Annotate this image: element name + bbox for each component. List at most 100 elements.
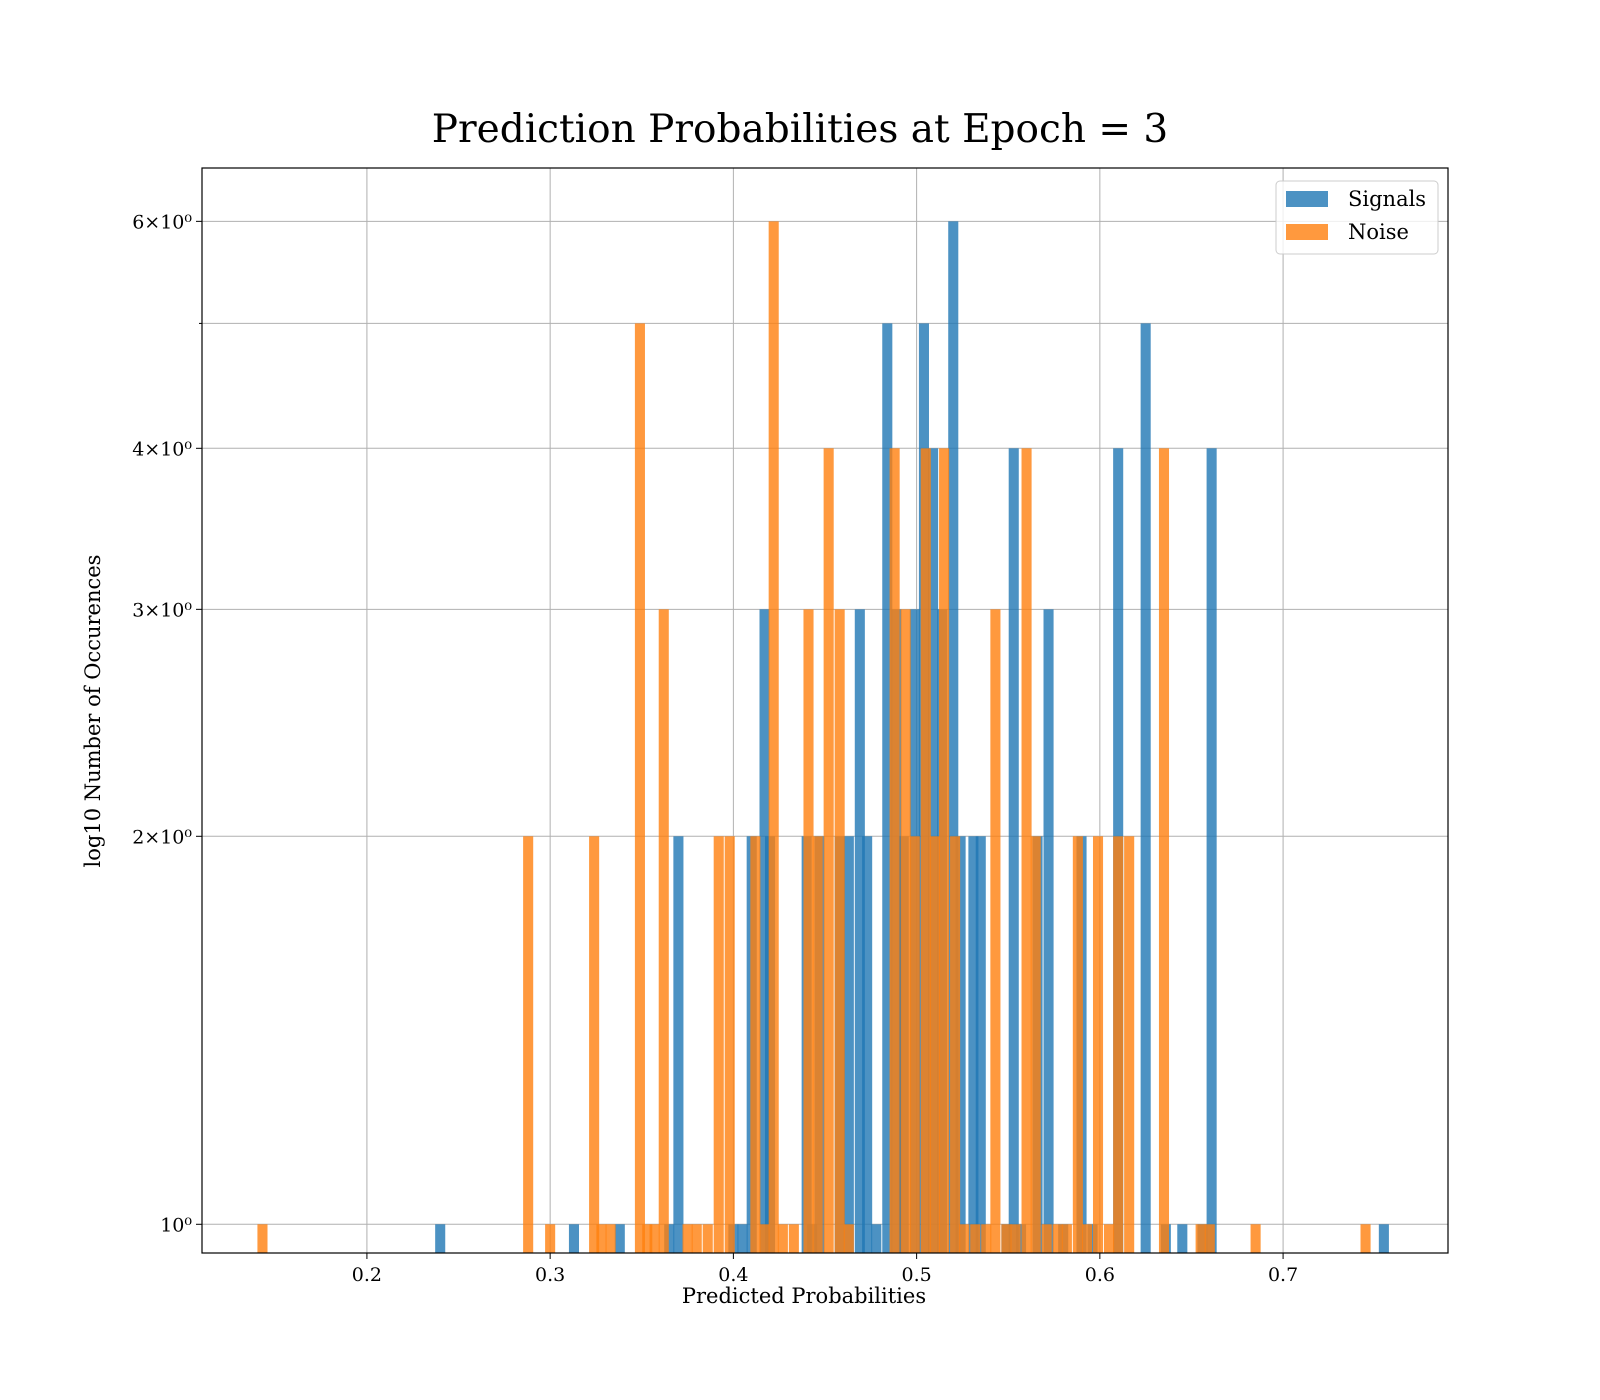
noise-bar xyxy=(1204,1224,1215,1253)
x-tick-label: 0.4 xyxy=(718,1264,748,1286)
signals-bar xyxy=(843,836,854,1253)
noise-bar xyxy=(929,836,940,1253)
x-tick-label: 0.2 xyxy=(352,1264,382,1286)
noise-bars xyxy=(257,221,1371,1254)
noise-bar xyxy=(257,1224,268,1253)
chart-title: Prediction Probabilities at Epoch = 3 xyxy=(432,107,1168,152)
noise-bar xyxy=(649,1224,660,1253)
noise-bar xyxy=(768,221,779,1253)
noise-bar xyxy=(1195,1224,1206,1253)
noise-bar xyxy=(658,609,669,1253)
signals-bar xyxy=(1008,448,1019,1253)
signals-bar xyxy=(568,1224,580,1253)
noise-bar xyxy=(970,1224,981,1253)
noise-bar xyxy=(1072,836,1083,1253)
x-tick-label: 0.5 xyxy=(902,1264,932,1286)
noise-bar xyxy=(1081,1224,1093,1253)
signals-bar xyxy=(1378,1224,1389,1253)
legend-label: Noise xyxy=(1348,220,1409,244)
signals-bar xyxy=(1087,1224,1098,1253)
y-tick-label: 6×10⁰ xyxy=(132,211,192,233)
y-tick-label: 3×10⁰ xyxy=(132,599,192,621)
y-axis-label: log10 Number of Occurences xyxy=(81,555,105,868)
noise-bar xyxy=(950,836,961,1253)
noise-bar xyxy=(981,1224,992,1253)
signals-bar xyxy=(1140,323,1151,1254)
noise-bar xyxy=(702,1224,713,1253)
y-tick-label: 4×10⁰ xyxy=(132,438,192,460)
noise-bar xyxy=(812,836,823,1253)
signals-bar xyxy=(664,1224,675,1253)
signals-bar xyxy=(862,836,873,1253)
signals-bar xyxy=(854,609,865,1253)
legend: Signals Noise xyxy=(1275,180,1439,255)
noise-bar xyxy=(920,448,931,1253)
legend-swatch xyxy=(1286,224,1328,240)
noise-bar xyxy=(900,609,911,1253)
signals-bar xyxy=(435,1224,446,1253)
noise-bar xyxy=(750,836,761,1253)
signals-bar xyxy=(948,221,959,1253)
signals-bar xyxy=(968,836,979,1253)
noise-bar xyxy=(589,836,600,1253)
signals-bar xyxy=(737,1224,748,1253)
noise-bar xyxy=(889,448,900,1253)
noise-bar xyxy=(682,1224,693,1253)
noise-bar xyxy=(1250,1224,1261,1253)
noise-bar xyxy=(1360,1224,1371,1253)
noise-bar xyxy=(803,609,814,1253)
noise-bar xyxy=(1124,836,1135,1253)
signals-bar xyxy=(614,1224,625,1253)
x-tick-label: 0.6 xyxy=(1085,1264,1115,1286)
noise-bar xyxy=(1113,836,1124,1253)
signals-bar xyxy=(1206,448,1217,1253)
noise-bar xyxy=(1158,448,1170,1253)
signals-bar xyxy=(975,836,986,1253)
x-axis-label: Predicted Probabilities xyxy=(682,1284,926,1308)
signals-bar xyxy=(1016,1224,1027,1253)
noise-bar xyxy=(1001,1224,1012,1253)
noise-bar xyxy=(1103,1224,1115,1253)
noise-bar xyxy=(605,1224,616,1253)
noise-bar xyxy=(909,836,920,1253)
signals-bar xyxy=(955,836,966,1253)
noise-bar xyxy=(724,836,735,1253)
noise-bar xyxy=(634,323,645,1254)
x-axis-ticks: 0.2 0.3 0.4 0.5 0.6 0.7 xyxy=(352,1253,1298,1286)
noise-bar xyxy=(1010,1224,1021,1253)
noise-bar xyxy=(1052,1224,1063,1253)
noise-bar xyxy=(545,1224,556,1253)
noise-bar xyxy=(596,1224,607,1253)
signals-bar xyxy=(759,609,770,1253)
plot-area-frame xyxy=(201,167,1449,1254)
legend-label: Signals xyxy=(1348,187,1426,211)
signals-bar xyxy=(882,323,893,1254)
x-tick-label: 0.3 xyxy=(535,1264,565,1286)
noise-bar xyxy=(713,836,724,1253)
noise-bar xyxy=(1041,1224,1052,1253)
noise-bar xyxy=(843,1224,854,1253)
noise-bar xyxy=(959,1224,970,1253)
noise-bar xyxy=(1092,836,1104,1253)
noise-bar xyxy=(1030,836,1041,1253)
noise-bar xyxy=(990,609,1001,1253)
noise-bar xyxy=(759,1224,770,1253)
noise-bar xyxy=(939,448,950,1253)
noise-bar xyxy=(834,609,845,1253)
noise-bar xyxy=(1021,448,1032,1253)
legend-swatch xyxy=(1286,191,1328,207)
noise-bar xyxy=(642,1224,653,1253)
noise-bar xyxy=(1061,1224,1072,1253)
noise-bar xyxy=(691,1224,702,1253)
noise-bar xyxy=(523,836,534,1253)
signals-bar xyxy=(673,836,684,1253)
y-tick-label: 10⁰ xyxy=(160,1214,192,1236)
noise-bar xyxy=(788,1224,799,1253)
signals-bar xyxy=(1177,1224,1188,1253)
signals-bar xyxy=(1043,609,1054,1253)
y-axis-ticks: 10⁰ 2×10⁰ 3×10⁰ 4×10⁰ 6×10⁰ xyxy=(132,211,202,1236)
x-tick-label: 0.7 xyxy=(1268,1264,1298,1286)
y-tick-label: 2×10⁰ xyxy=(132,826,192,848)
noise-bar xyxy=(777,1224,788,1253)
